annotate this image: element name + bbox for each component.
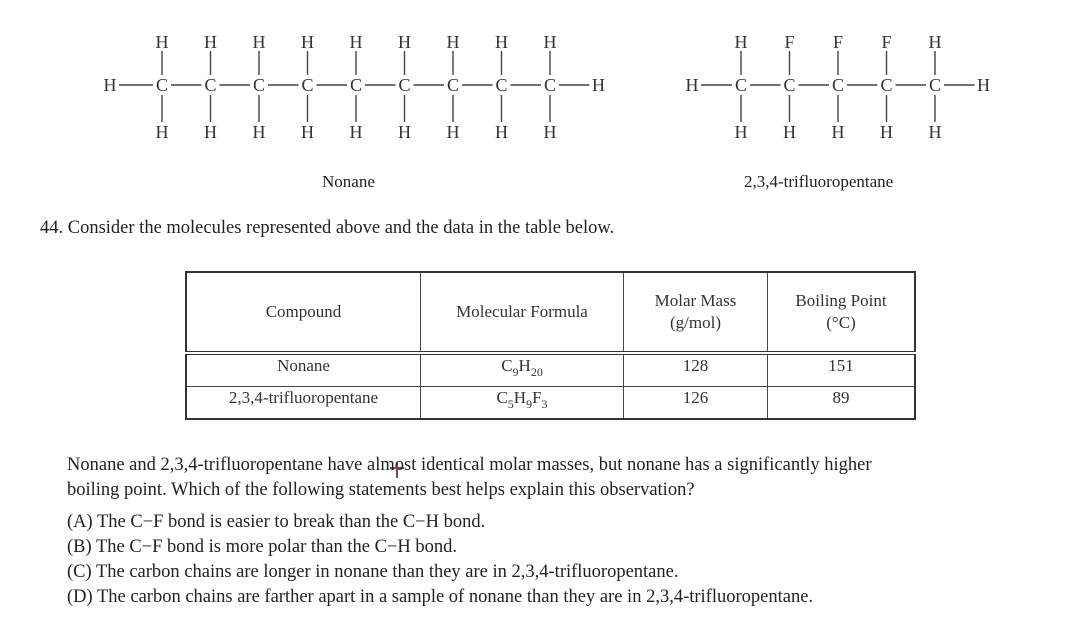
table-row: Nonane C9H20 128 151 bbox=[185, 352, 916, 387]
option-c[interactable]: (C) The carbon chains are longer in nona… bbox=[67, 562, 679, 582]
atom-label: H bbox=[880, 122, 893, 142]
atom-label: F bbox=[833, 32, 843, 52]
atom-label: H bbox=[204, 32, 217, 52]
atom-label: H bbox=[447, 122, 460, 142]
question-body-line2: boiling point. Which of the following st… bbox=[67, 480, 695, 500]
option-a[interactable]: (A) The C−F bond is easier to break than… bbox=[67, 512, 486, 532]
atom-label: H bbox=[447, 32, 460, 52]
atom-label: H bbox=[544, 32, 557, 52]
atom-label: H bbox=[783, 122, 796, 142]
atom-label: H bbox=[977, 75, 990, 95]
carbon-atom: C bbox=[447, 75, 459, 95]
atom-label: H bbox=[156, 32, 169, 52]
atom-label: H bbox=[204, 122, 217, 142]
carbon-atom: C bbox=[301, 75, 313, 95]
cell-compound: Nonane bbox=[185, 352, 421, 387]
cursor-crosshair-icon bbox=[390, 462, 404, 478]
header-formula: Molecular Formula bbox=[420, 271, 624, 355]
table-header-row: Compound Molecular Formula Molar Mass (g/… bbox=[185, 271, 916, 355]
atom-label: H bbox=[398, 32, 411, 52]
header-boiling-point: Boiling Point (°C) bbox=[767, 271, 916, 355]
atom-label: H bbox=[686, 75, 699, 95]
header-molar-mass: Molar Mass (g/mol) bbox=[623, 271, 768, 355]
subscript: 3 bbox=[541, 397, 548, 411]
nonane-structure: H C H H C H H C H H C H H C H H C H H C H H C H H C H H H bbox=[104, 32, 606, 142]
atom-label: H bbox=[544, 122, 557, 142]
option-b[interactable]: (B) The C−F bond is more polar than the … bbox=[67, 537, 457, 557]
carbon-atom: C bbox=[880, 75, 892, 95]
carbon-atom: C bbox=[783, 75, 795, 95]
cell-formula: C9H20 bbox=[420, 352, 624, 387]
atom-label: H bbox=[735, 32, 748, 52]
carbon-atom: C bbox=[156, 75, 168, 95]
header-bp-l1: Boiling Point bbox=[795, 291, 887, 310]
subscript: 9 bbox=[512, 365, 519, 379]
trifluoropentane-caption: 2,3,4-trifluoropentane bbox=[744, 172, 894, 191]
header-molar-mass-l1: Molar Mass bbox=[654, 291, 737, 310]
atom-label: H bbox=[156, 122, 169, 142]
subscript: 9 bbox=[526, 397, 533, 411]
atom-label: H bbox=[929, 32, 942, 52]
atom-label: H bbox=[929, 122, 942, 142]
atom-label: H bbox=[832, 122, 845, 142]
carbon-atom: C bbox=[495, 75, 507, 95]
carbon-atom: C bbox=[350, 75, 362, 95]
cell-boiling-point: 89 bbox=[767, 386, 916, 420]
atom-label: H bbox=[301, 32, 314, 52]
cell-molar-mass: 126 bbox=[623, 386, 768, 420]
atom-label: H bbox=[495, 32, 508, 52]
carbon-atom: C bbox=[253, 75, 265, 95]
subscript: 20 bbox=[530, 365, 543, 379]
question-intro: 44. Consider the molecules represented a… bbox=[40, 218, 615, 238]
header-molar-mass-l2: (g/mol) bbox=[670, 313, 721, 332]
cell-formula: C5H9F3 bbox=[420, 386, 624, 420]
atom-label: H bbox=[592, 75, 605, 95]
atom-label: H bbox=[350, 122, 363, 142]
atom-label: H bbox=[735, 122, 748, 142]
question-body-line1: Nonane and 2,3,4-trifluoropentane have a… bbox=[67, 455, 872, 475]
header-compound: Compound bbox=[185, 271, 421, 355]
nonane-caption: Nonane bbox=[322, 172, 375, 191]
carbon-atom: C bbox=[929, 75, 941, 95]
table-row: 2,3,4-trifluoropentane C5H9F3 126 89 bbox=[185, 386, 916, 420]
carbon-atom: C bbox=[398, 75, 410, 95]
atom-label: H bbox=[495, 122, 508, 142]
cell-molar-mass: 128 bbox=[623, 352, 768, 387]
carbon-atom: C bbox=[544, 75, 556, 95]
atom-label: H bbox=[350, 32, 363, 52]
header-bp-l2: (°C) bbox=[826, 313, 856, 332]
cell-boiling-point: 151 bbox=[767, 352, 916, 387]
atom-label: H bbox=[104, 75, 117, 95]
atom-label: H bbox=[301, 122, 314, 142]
atom-label: H bbox=[398, 122, 411, 142]
atom-label: F bbox=[881, 32, 891, 52]
option-d[interactable]: (D) The carbon chains are farther apart … bbox=[67, 587, 814, 607]
data-table: Compound Molecular Formula Molar Mass (g/… bbox=[185, 271, 916, 420]
cell-compound: 2,3,4-trifluoropentane bbox=[185, 386, 421, 420]
atom-label: H bbox=[253, 32, 266, 52]
carbon-atom: C bbox=[735, 75, 747, 95]
atom-label: F bbox=[784, 32, 794, 52]
subscript: 5 bbox=[507, 397, 514, 411]
trifluoropentane-structure: H C H H C F H C F H C F H C H H H bbox=[686, 32, 991, 142]
carbon-atom: C bbox=[204, 75, 216, 95]
carbon-atom: C bbox=[832, 75, 844, 95]
atom-label: H bbox=[253, 122, 266, 142]
